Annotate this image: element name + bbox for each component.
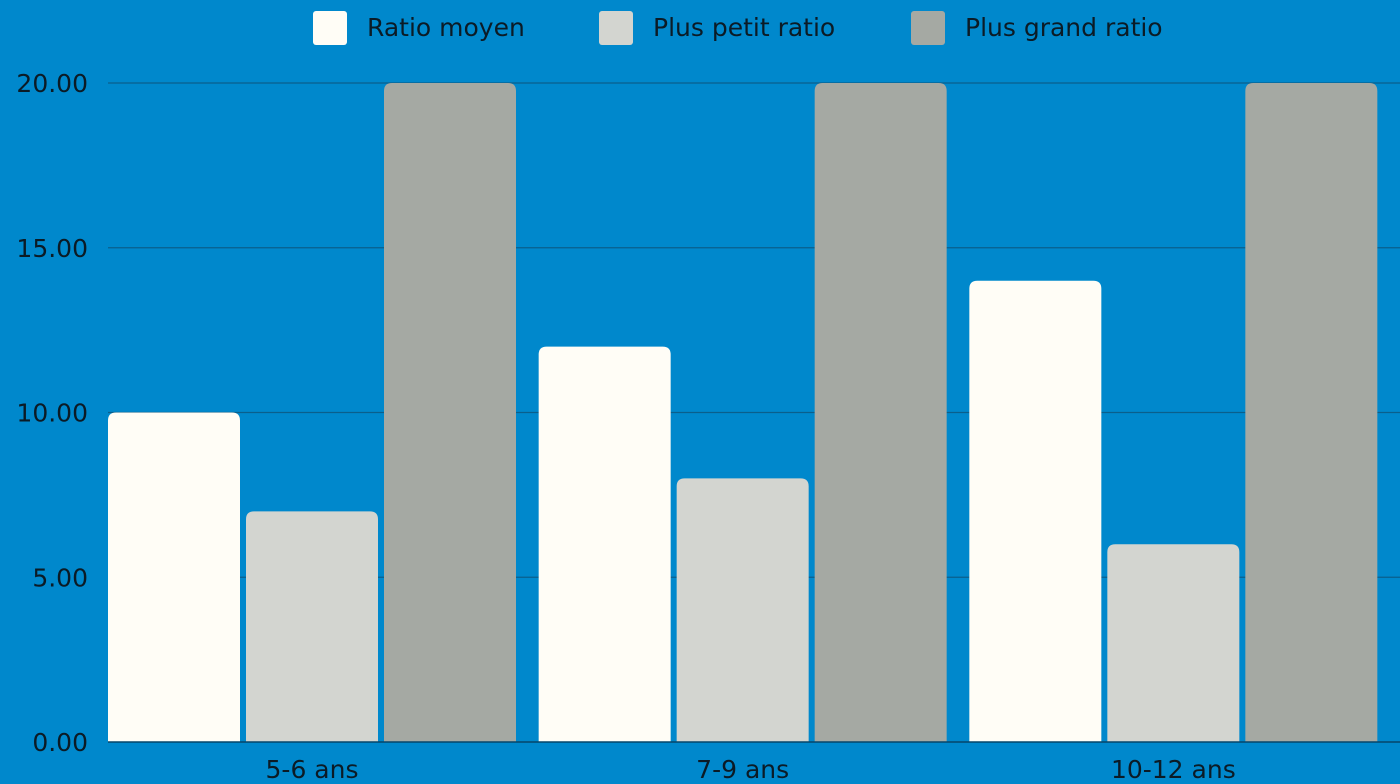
x-tick-label: 5-6 ans — [266, 755, 359, 784]
x-tick-label: 10-12 ans — [1111, 755, 1236, 784]
x-axis: 5-6 ans 7-9 ans 10-12 ans — [108, 741, 1400, 784]
bar-ratio-moyen-2 — [538, 346, 671, 742]
legend-swatch — [313, 11, 347, 45]
bar-ratio-moyen-1 — [108, 412, 240, 742]
bar-ratio-moyen-3 — [969, 280, 1102, 742]
bar-plus-grand-ratio-1 — [384, 83, 516, 742]
bar-plus-grand-ratio-2 — [814, 83, 947, 742]
bar-plus-petit-ratio-2 — [676, 478, 809, 742]
legend-swatch — [599, 11, 633, 45]
y-axis: 0.00 5.00 10.00 15.00 20.00 — [16, 69, 88, 757]
bars — [108, 83, 1378, 742]
legend-swatch — [911, 11, 945, 45]
legend-label: Plus petit ratio — [653, 13, 835, 42]
y-tick-label: 15.00 — [16, 234, 88, 263]
y-tick-label: 0.00 — [32, 728, 88, 757]
y-tick-label: 10.00 — [16, 399, 88, 428]
y-tick-label: 20.00 — [16, 69, 88, 98]
legend: Ratio moyen Plus petit ratio Plus grand ra… — [313, 11, 1163, 45]
bar-plus-petit-ratio-3 — [1107, 544, 1240, 742]
bar-plus-petit-ratio-1 — [246, 511, 378, 742]
legend-label: Plus grand ratio — [965, 13, 1163, 42]
legend-label: Ratio moyen — [367, 13, 525, 42]
y-tick-label: 5.00 — [32, 563, 88, 592]
bar-plus-grand-ratio-3 — [1245, 83, 1378, 742]
x-tick-label: 7-9 ans — [696, 755, 789, 784]
